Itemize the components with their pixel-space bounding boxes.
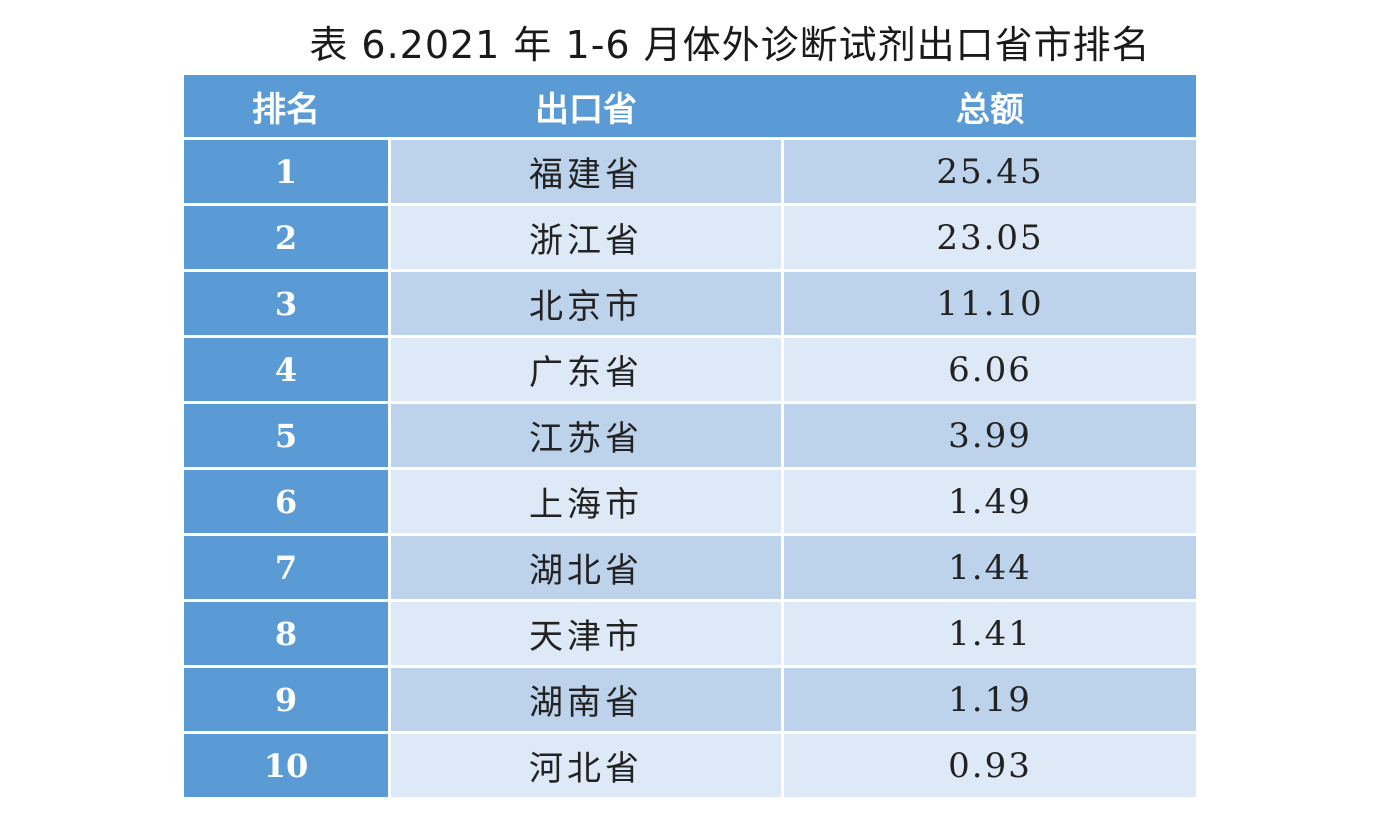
table-row: 1 福建省 25.45 <box>184 140 1196 203</box>
table-row: 10 河北省 0.93 <box>184 734 1196 797</box>
amount-cell: 1.41 <box>784 602 1196 665</box>
table-row: 2 浙江省 23.05 <box>184 206 1196 269</box>
column-header-amount: 总额 <box>956 89 1024 130</box>
rank-cell: 9 <box>184 668 388 731</box>
amount-cell: 23.05 <box>784 206 1196 269</box>
rank-cell: 2 <box>184 206 388 269</box>
rank-cell: 3 <box>184 272 388 335</box>
province-cell: 福建省 <box>391 140 781 203</box>
province-cell: 广东省 <box>391 338 781 401</box>
amount-cell: 1.44 <box>784 536 1196 599</box>
rank-cell: 7 <box>184 536 388 599</box>
province-cell: 上海市 <box>391 470 781 533</box>
amount-cell: 6.06 <box>784 338 1196 401</box>
rank-cell: 5 <box>184 404 388 467</box>
table-title: 表 6.2021 年 1-6 月体外诊断试剂出口省市排名 <box>309 23 1151 67</box>
amount-cell: 25.45 <box>784 140 1196 203</box>
province-cell: 北京市 <box>391 272 781 335</box>
column-header-rank: 排名 <box>252 89 320 130</box>
amount-cell: 11.10 <box>784 272 1196 335</box>
table-header-row: 排名 出口省 总额 <box>184 75 1196 137</box>
rank-cell: 4 <box>184 338 388 401</box>
table-row: 5 江苏省 3.99 <box>184 404 1196 467</box>
table-row: 4 广东省 6.06 <box>184 338 1196 401</box>
province-cell: 浙江省 <box>391 206 781 269</box>
province-cell: 江苏省 <box>391 404 781 467</box>
amount-cell: 1.19 <box>784 668 1196 731</box>
table-row: 3 北京市 11.10 <box>184 272 1196 335</box>
column-header-province: 出口省 <box>535 89 637 130</box>
province-cell: 天津市 <box>391 602 781 665</box>
province-cell: 河北省 <box>391 734 781 797</box>
rank-cell: 1 <box>184 140 388 203</box>
province-cell: 湖北省 <box>391 536 781 599</box>
table-row: 6 上海市 1.49 <box>184 470 1196 533</box>
rank-cell: 8 <box>184 602 388 665</box>
ranking-table: 排名 出口省 总额 1 福建省 25.45 2 浙江省 23.05 3 北京市 … <box>184 75 1196 800</box>
table-row: 8 天津市 1.41 <box>184 602 1196 665</box>
province-cell: 湖南省 <box>391 668 781 731</box>
rank-cell: 10 <box>184 734 388 797</box>
amount-cell: 3.99 <box>784 404 1196 467</box>
table-row: 7 湖北省 1.44 <box>184 536 1196 599</box>
rank-cell: 6 <box>184 470 388 533</box>
table-row: 9 湖南省 1.19 <box>184 668 1196 731</box>
amount-cell: 1.49 <box>784 470 1196 533</box>
amount-cell: 0.93 <box>784 734 1196 797</box>
